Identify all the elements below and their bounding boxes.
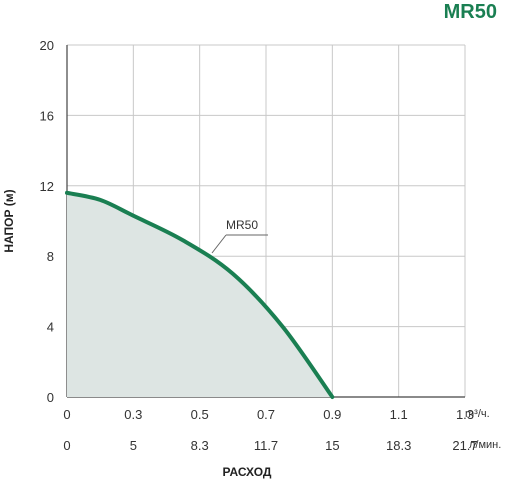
x-tick-label-secondary: 5 bbox=[130, 438, 137, 453]
x-tick-label-secondary: 11.7 bbox=[254, 438, 278, 453]
x-tick-label-primary: 1.3 bbox=[456, 407, 474, 422]
x-tick-label-secondary: 18.3 bbox=[386, 438, 411, 453]
x-tick-label-secondary: 15 bbox=[325, 438, 339, 453]
x-tick-labels-secondary: 0 5 8.3 11.7 15 18.3 21.7 bbox=[63, 438, 477, 453]
y-tick-label: 8 bbox=[47, 249, 54, 264]
x-tick-labels-primary: 0 0.3 0.5 0.7 0.9 1.1 1.3 bbox=[63, 407, 474, 422]
x-tick-label-primary: 0.9 bbox=[323, 407, 341, 422]
y-tick-label: 0 bbox=[47, 390, 54, 405]
series-label: MR50 bbox=[226, 218, 258, 232]
x-tick-label-primary: 0.3 bbox=[124, 407, 142, 422]
x-tick-label-secondary: 8.3 bbox=[191, 438, 209, 453]
x-tick-label-primary: 0 bbox=[63, 407, 70, 422]
y-tick-label: 12 bbox=[40, 179, 54, 194]
x-tick-label-primary: 1.1 bbox=[390, 407, 408, 422]
series-area bbox=[67, 192, 333, 397]
y-tick-label: 16 bbox=[40, 108, 54, 123]
x-tick-label-primary: 0.5 bbox=[191, 407, 209, 422]
x-tick-label-primary: 0.7 bbox=[257, 407, 275, 422]
x-unit-primary: m³/ч. bbox=[465, 408, 490, 420]
chart-title: MR50 bbox=[444, 1, 497, 23]
x-tick-label-secondary: 0 bbox=[63, 438, 70, 453]
x-tick-label-secondary: 21.7 bbox=[452, 438, 477, 453]
y-tick-label: 20 bbox=[40, 38, 54, 53]
y-axis-title: НАПОР (м) bbox=[2, 189, 16, 252]
y-tick-label: 4 bbox=[47, 320, 54, 335]
x-axis-title: РАСХОД bbox=[223, 465, 272, 479]
series-label-leader bbox=[211, 234, 227, 254]
x-unit-secondary: л/мин. bbox=[469, 439, 501, 451]
series-curve bbox=[65, 190, 335, 399]
y-tick-labels: 0 4 8 12 16 20 bbox=[40, 38, 54, 405]
